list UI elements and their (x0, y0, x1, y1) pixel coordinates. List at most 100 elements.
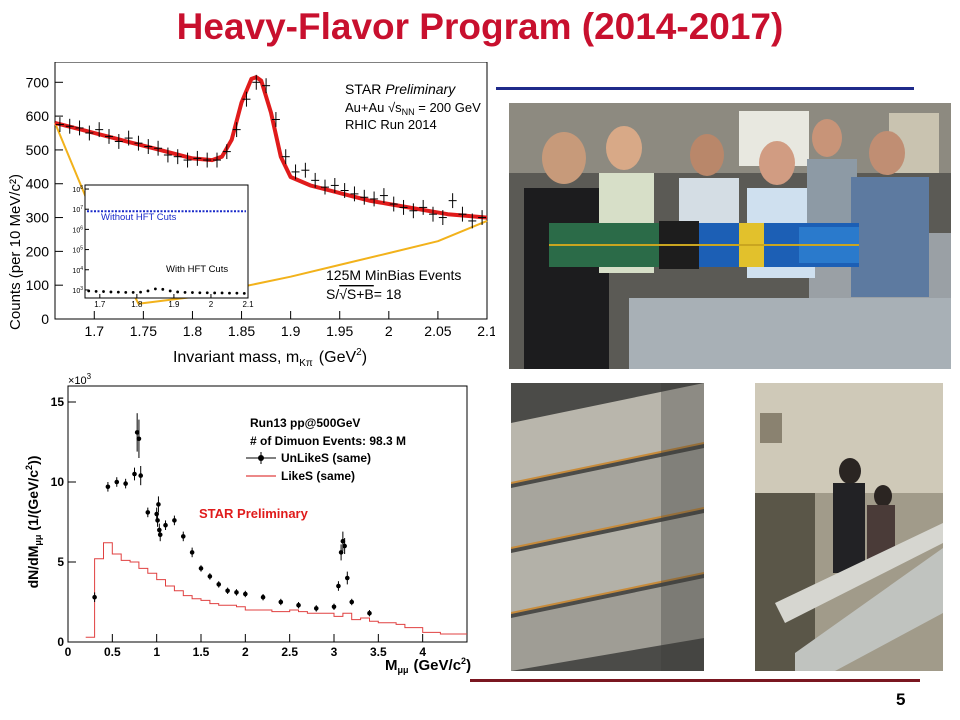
chart2-unlike-point (114, 479, 120, 485)
chart1-annotation-auau: Au+Au √sNN = 200 GeV (345, 100, 481, 117)
inset-with-cuts-point (146, 289, 150, 293)
inset-ytick-label: 104 (72, 266, 83, 275)
inset-with-cuts-point (228, 291, 231, 295)
page-number: 5 (896, 690, 906, 709)
inset-with-cuts-point (205, 291, 209, 295)
chart2-xtick-label: 1 (153, 645, 160, 659)
chart1-ytick-label: 300 (26, 210, 50, 226)
chart1-annotation-run: RHIC Run 2014 (345, 117, 437, 132)
chart2-xtick-label: 2 (242, 645, 249, 659)
chart2-unlike-point (163, 522, 168, 528)
chart1-xtick-label: 1.8 (183, 323, 203, 339)
inset-xtick-label: 1.8 (131, 300, 143, 309)
chart1-ytick-label: 400 (26, 176, 50, 192)
inset-with-cuts-point (87, 289, 91, 293)
inset-with-cuts-point (94, 289, 98, 293)
inset-xtick-label: 1.9 (168, 300, 180, 309)
inset-ytick-label: 106 (72, 225, 83, 234)
chart2-unlike-point (105, 484, 111, 490)
chart1-ytick-label: 200 (26, 243, 50, 259)
chart1-annotation-events: 125M MinBias Events (326, 267, 461, 283)
inset-ytick-label: 105 (72, 246, 83, 255)
chart2-unlike-point (278, 599, 284, 605)
inset-with-cuts-point (235, 291, 239, 295)
chart2-legend-run: Run13 pp@500GeV (250, 416, 360, 430)
chart2-unlike-point (132, 471, 137, 477)
chart2-legend-like: LikeS (same) (281, 469, 355, 483)
inset-with-cuts-point (116, 290, 120, 294)
inset-with-cuts-point (176, 290, 180, 294)
chart1-fit-curve (54, 75, 488, 220)
inset-label-with: With HFT Cuts (166, 264, 228, 275)
inset-with-cuts-point (153, 287, 157, 291)
chart2-unlike-point (349, 599, 355, 605)
chart1-xlabel: Invariant mass, mKπ (GeV2) (173, 347, 367, 368)
chart2-xtick-label: 3.5 (370, 645, 387, 659)
chart2-xtick-label: 2.5 (281, 645, 298, 659)
inset-with-cuts-point (242, 291, 246, 295)
chart2-unlike-point (338, 550, 344, 555)
chart1-xtick-label: 2 (385, 323, 393, 339)
chart2-unlike-point (172, 518, 177, 523)
chart1-plot-area (54, 62, 488, 320)
inset-with-cuts-point (213, 291, 217, 295)
chart1-ytick-label: 700 (26, 74, 50, 90)
chart2-unlike-point (331, 604, 337, 610)
chart2-frame (67, 385, 468, 643)
chart2-unlike-point (180, 534, 186, 539)
detector-modules-photo (511, 383, 704, 671)
inset-label-without: Without HFT Cuts (101, 212, 177, 223)
chart1-xtick-label: 1.7 (85, 323, 105, 339)
chart2-ytick-label: 5 (57, 555, 64, 569)
inset-xtick-label: 2 (209, 300, 214, 309)
chart2-ytick-label: 15 (51, 395, 65, 409)
chart2-unlike-point (243, 591, 248, 597)
inset-xtick-label: 2.1 (242, 300, 254, 309)
chart1-xtick-label: 1.95 (326, 323, 353, 339)
inset-with-cuts-point (102, 290, 105, 293)
chart2-unlike-point (342, 543, 347, 549)
chart2-xtick-label: 3 (331, 645, 338, 659)
chart2-unlike-point (336, 583, 341, 589)
chart2-unlike-point (367, 610, 372, 616)
chart2-unlike-point (157, 527, 162, 533)
chart2-unlike-point (198, 566, 204, 571)
chart2-unlike-point (123, 481, 128, 486)
d0-invariant-mass-chart: 1.7 1.75 1.8 1.85 1.9 1.95 2 2.05 2.1 0 100 200 300 4… (7, 62, 495, 368)
chart2-xtick-label: 0 (65, 645, 72, 659)
inset-with-cuts-point (183, 290, 187, 294)
chart2-unlike-point (157, 532, 163, 538)
chart2-xtick-label: 1.5 (193, 645, 210, 659)
chart1-ylabel: Counts (per 10 MeV/c²) (7, 174, 24, 330)
chart2-legend-unlike: UnLikeS (same) (281, 451, 371, 465)
chart2-unlike-point (340, 538, 346, 544)
inset-with-cuts-point (220, 291, 224, 295)
inset-with-cuts-point (168, 289, 172, 293)
bottom-rule (470, 679, 920, 682)
chart2-unlike-point (156, 502, 161, 507)
chart2-unlike-point (216, 582, 222, 587)
team-detector-photo (509, 103, 951, 369)
chart2-unlike-point (296, 602, 301, 608)
dimuon-mass-chart: 0 0.5 1 1.5 2 2.5 3 3.5 4 0 5 10 15 ×103 dN/dMμμ(1/(… (24, 372, 471, 675)
chart2-unlike-point (260, 594, 266, 600)
chart2-star-preliminary: STAR Preliminary (199, 506, 309, 521)
chart2-legend-unlike-marker (246, 452, 276, 464)
chart2-plot-area (67, 385, 468, 643)
inset-with-cuts-point (131, 290, 135, 294)
inset-with-cuts-point (124, 290, 128, 294)
chart2-exponent: ×103 (68, 372, 92, 387)
inset-with-cuts-point (139, 290, 142, 294)
chart1-ytick-label: 0 (41, 311, 49, 327)
chart1-ytick-label: 500 (26, 142, 50, 158)
chart2-likesign-histogram (85, 542, 467, 638)
chart1-xtick-label: 2.1 (477, 323, 495, 339)
inset-with-cuts-point (161, 287, 165, 291)
chart1-inset: 103 104 105 106 107 108 1.7 1.8 1.9 2 2.1 Without … (72, 184, 254, 309)
chart2-legend-events: # of Dimuon Events: 98.3 M (250, 434, 406, 448)
chart1-annotation-star: STAR Preliminary (345, 81, 456, 97)
chart1-annotation-significance: S/√S+B= 18 (326, 286, 402, 302)
chart2-unlike-point (225, 588, 230, 594)
chart1-frame (54, 62, 488, 320)
chart2-unlike-point (345, 575, 350, 581)
